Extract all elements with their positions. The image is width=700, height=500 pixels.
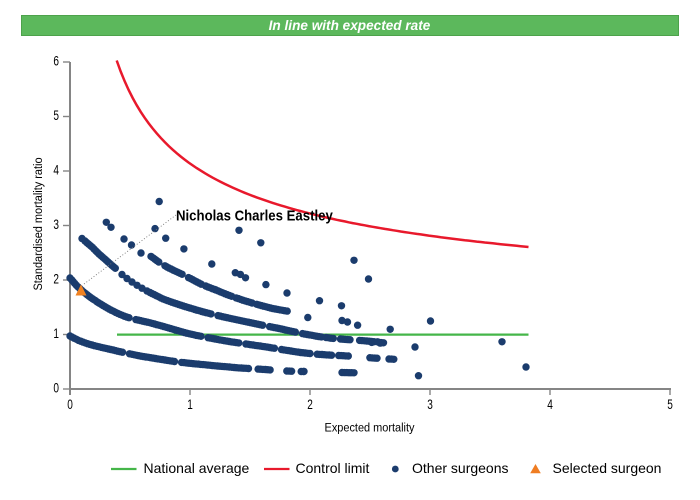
svg-text:4: 4 [53,162,59,178]
svg-text:National average: National average [144,460,250,476]
svg-text:2: 2 [307,396,313,412]
svg-text:1: 1 [53,325,59,341]
svg-text:Other surgeons: Other surgeons [412,460,509,476]
svg-text:3: 3 [53,216,59,232]
svg-text:6: 6 [53,53,59,69]
svg-text:0: 0 [53,380,59,396]
svg-text:1: 1 [187,396,193,412]
svg-text:4: 4 [547,396,553,412]
svg-text:Control limit: Control limit [296,460,370,476]
svg-text:Nicholas Charles Eastley: Nicholas Charles Eastley [176,207,333,224]
svg-text:3: 3 [427,396,433,412]
svg-text:2: 2 [53,271,59,287]
svg-text:Selected surgeon: Selected surgeon [553,460,662,476]
svg-text:0: 0 [67,396,73,412]
svg-text:5: 5 [667,396,673,412]
svg-text:Expected mortality: Expected mortality [325,421,415,435]
svg-text:5: 5 [53,107,59,123]
svg-text:Standardised mortality ratio: Standardised mortality ratio [31,157,45,290]
